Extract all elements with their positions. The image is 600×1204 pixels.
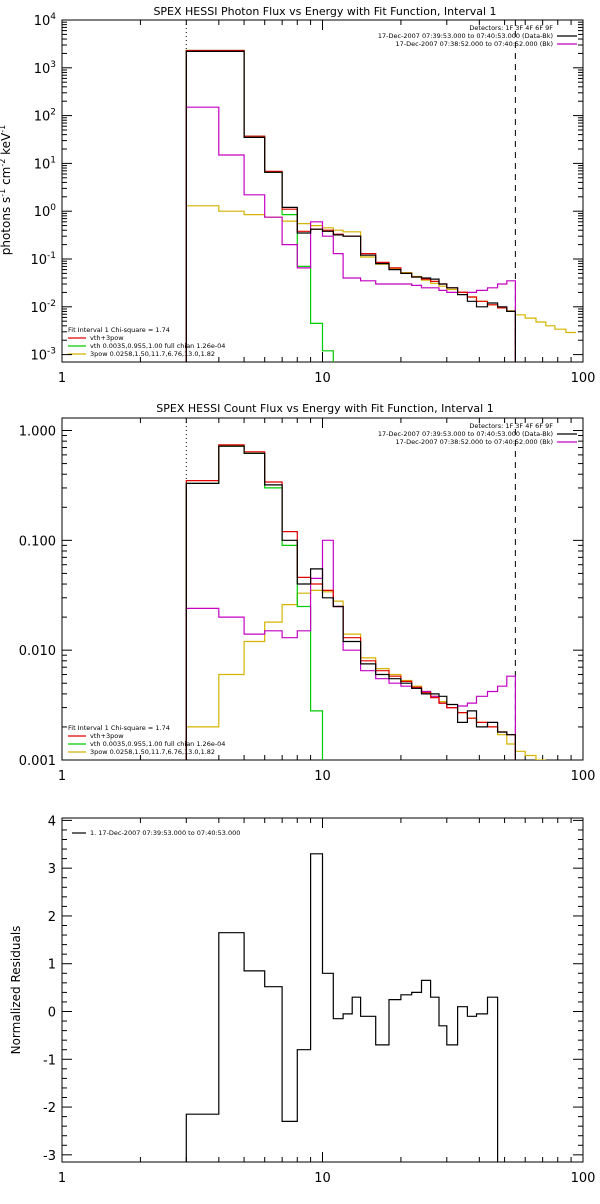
photon-flux-panel: SPEX HESSI Photon Flux vs Energy with Fi… [0, 5, 595, 386]
x-tick-label: 1 [58, 1171, 66, 1186]
series-bk [185, 106, 516, 362]
y-tick-label: 104 [34, 12, 57, 29]
y-label-part: keV [0, 132, 13, 159]
legend-bottom-entry: vth+3pow [90, 334, 124, 342]
y-label-part: cm [0, 167, 13, 189]
legend-bottom-entry: vth 0.0035,0.955,1.00 full chian 1.26e-0… [90, 342, 225, 350]
y-tick-exponent: 4 [50, 12, 56, 22]
y-tick-label: 1.000 [19, 425, 56, 440]
legend-top-entry: 17-Dec-2007 07:39:53.000 to 07:40:53.000… [378, 32, 553, 40]
legend-bottom-entry: 3pow 0.0258,1.50,11.7,6.76,13.0,1.82 [90, 350, 215, 358]
series-bk [185, 539, 516, 760]
legend-top-entry: 17-Dec-2007 07:38:52.000 to 07:40:52.000… [396, 438, 554, 446]
y-axis-label: photons s-1 cm-2 keV-1 [0, 125, 13, 256]
y-tick-label: -3 [43, 1149, 56, 1164]
legend-bottom: Fit Interval 1 Chi-square = 1.74vth+3pow… [68, 326, 225, 358]
legend-bottom-header: Fit Interval 1 Chi-square = 1.74 [68, 326, 170, 334]
x-tick-label: 100 [571, 371, 596, 386]
series-group [185, 444, 546, 760]
y-tick-label: 103 [34, 60, 56, 77]
residuals-panel: Normalized Residuals 1. 17-Dec-2007 07:3… [9, 814, 595, 1186]
panel-title: SPEX HESSI Photon Flux vs Energy with Fi… [153, 5, 496, 18]
y-tick-label: 1 [48, 958, 56, 973]
y-tick-label: 102 [34, 108, 56, 125]
y-tick-label: 3 [48, 862, 56, 877]
y-tick-base: 10 [34, 62, 51, 77]
series-data-bk [185, 445, 516, 760]
y-tick-base: 10 [34, 14, 51, 29]
y-tick-label: 4 [48, 814, 56, 829]
legend-bottom-header: Fit Interval 1 Chi-square = 1.74 [68, 724, 170, 732]
legend-entry: 1. 17-Dec-2007 07:39:53.000 to 07:40:53.… [90, 829, 240, 837]
y-tick-label: 10-2 [30, 299, 56, 316]
y-tick-base: 10 [30, 301, 47, 316]
legend-bottom-entry: vth+3pow [90, 732, 124, 740]
y-tick-label: 101 [34, 155, 56, 172]
y-tick-label: 0.010 [19, 644, 56, 659]
legend-top-entry: 17-Dec-2007 07:38:52.000 to 07:40:52.000… [396, 40, 554, 48]
y-tick-label: 0 [48, 1006, 56, 1021]
y-tick-base: 10 [30, 253, 47, 268]
y-tick-label: 10-1 [30, 251, 56, 268]
series-group [185, 853, 499, 1162]
legend-top-entry: 17-Dec-2007 07:39:53.000 to 07:40:53.000… [378, 430, 553, 438]
x-tick-label: 1 [58, 769, 66, 784]
y-tick-exponent: 3 [50, 60, 56, 70]
y-tick-exponent: -1 [47, 251, 56, 261]
y-tick-label: 100 [34, 203, 57, 220]
x-tick-label: 100 [571, 1171, 596, 1186]
y-tick-base: 10 [34, 205, 51, 220]
legend-bottom-entry: 3pow 0.0258,1.50,11.7,6.76,13.0,1.82 [90, 748, 215, 756]
legend-bottom-entry: vth 0.0035,0.955,1.00 full chian 1.26e-0… [90, 740, 225, 748]
legend-top: 1. 17-Dec-2007 07:39:53.000 to 07:40:53.… [72, 829, 240, 837]
y-tick-label: -1 [43, 1053, 56, 1068]
y-label-part: photons s [0, 197, 13, 256]
x-tick-label: 1 [58, 371, 66, 386]
series-1-17-dec-2007-07-39-53-000-to-07-40-53-000 [185, 853, 499, 1162]
y-tick-exponent: 0 [50, 203, 56, 213]
legend-top-entry: Detectors: 1F 3F 4F 6F 9F [469, 422, 553, 430]
y-tick-base: 10 [34, 157, 51, 172]
panel-title: SPEX HESSI Count Flux vs Energy with Fit… [156, 402, 493, 415]
y-tick-label: -2 [43, 1101, 56, 1116]
x-tick-label: 10 [314, 371, 331, 386]
y-tick-label: 2 [48, 910, 56, 925]
x-tick-label: 100 [571, 769, 596, 784]
y-label-exponent: -1 [0, 125, 7, 133]
y-tick-label: 0.100 [19, 534, 56, 549]
y-axis-label: Normalized Residuals [9, 926, 23, 1055]
x-tick-label: 10 [314, 1171, 331, 1186]
series-group [185, 49, 576, 362]
legend-top-entry: Detectors: 1F 3F 4F 6F 9F [469, 24, 553, 32]
y-label-exponent: -1 [0, 189, 7, 197]
y-tick-exponent: -2 [47, 299, 56, 309]
y-tick-base: 10 [30, 349, 47, 364]
legend-bottom: Fit Interval 1 Chi-square = 1.74vth+3pow… [68, 724, 225, 756]
y-tick-label: 0.001 [19, 754, 56, 769]
series-vth-3pow [185, 49, 516, 362]
count-flux-panel: SPEX HESSI Count Flux vs Energy with Fit… [19, 402, 596, 784]
y-tick-exponent: -3 [47, 347, 56, 357]
y-tick-exponent: 2 [50, 108, 56, 118]
y-tick-label: 10-3 [30, 347, 56, 364]
y-tick-base: 10 [34, 110, 51, 125]
y-tick-exponent: 1 [50, 155, 56, 165]
y-label-exponent: -2 [0, 159, 7, 167]
x-tick-label: 10 [314, 769, 331, 784]
series-data-bk [185, 50, 516, 362]
